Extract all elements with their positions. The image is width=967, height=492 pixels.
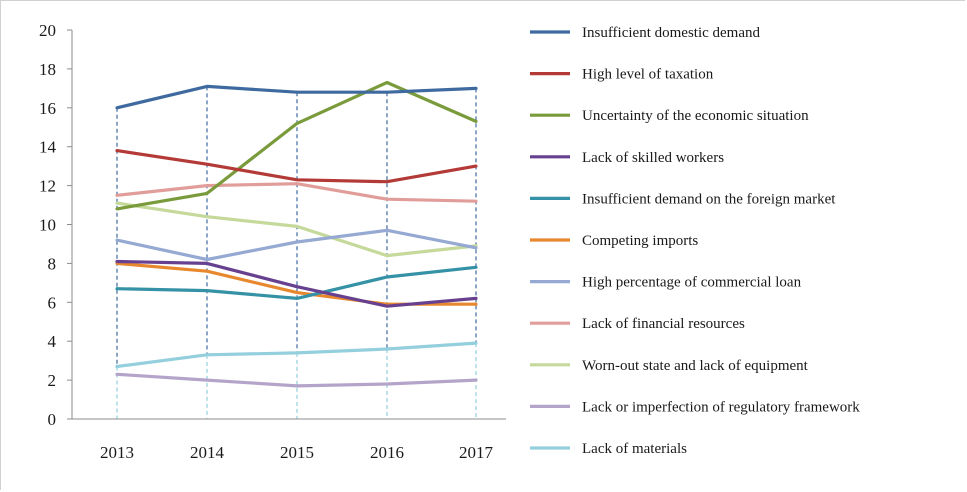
series-line (115, 265, 478, 300)
y-tick-label: 12 (39, 177, 56, 196)
series-line (115, 201, 478, 258)
series-line (115, 149, 478, 184)
y-tick-label: 20 (39, 21, 56, 40)
legend-label: Insufficient demand on the foreign marke… (582, 191, 836, 207)
x-tick-label: 2016 (370, 443, 404, 462)
series-line (115, 182, 478, 203)
legend-label: Lack of materials (582, 441, 687, 457)
legend-label: Competing imports (582, 233, 698, 249)
series-line (115, 84, 478, 110)
series-line (115, 228, 478, 262)
legend-label: Lack of skilled workers (582, 150, 724, 166)
y-tick-label: 18 (39, 60, 56, 79)
x-tick-label: 2017 (459, 443, 494, 462)
y-tick-label: 6 (48, 293, 57, 312)
y-tick-label: 16 (39, 99, 56, 118)
legend-label: Worn-out state and lack of equipment (582, 358, 809, 374)
y-tick-label: 10 (39, 216, 56, 235)
y-tick-label: 8 (48, 254, 57, 273)
y-tick-label: 0 (48, 410, 57, 429)
legend-label: High percentage of commercial loan (582, 275, 802, 291)
legend-label: Lack of financial resources (582, 316, 745, 332)
y-tick-label: 4 (48, 332, 57, 351)
series-line (115, 372, 478, 388)
legend-label: Insufficient domestic demand (582, 25, 761, 41)
legend-label: High level of taxation (582, 67, 714, 83)
y-axis-ticks: 0 2 4 6 8 10 12 14 16 18 20 (39, 21, 72, 429)
y-tick-label: 14 (39, 138, 57, 157)
y-tick-label: 2 (48, 371, 57, 390)
legend-label: Lack or imperfection of regulatory frame… (582, 399, 860, 415)
series-line (115, 80, 478, 211)
x-tick-label: 2015 (280, 443, 314, 462)
series-line (115, 259, 478, 308)
x-tick-label: 2013 (100, 443, 134, 462)
series-lines (115, 80, 478, 388)
series-line (115, 341, 478, 369)
x-tick-label: 2014 (190, 443, 225, 462)
legend: Insufficient domestic demand High level o… (530, 25, 860, 457)
legend-label: Uncertainty of the economic situation (582, 108, 809, 124)
x-axis-ticks: 2013 2014 2015 2016 2017 (100, 443, 494, 462)
